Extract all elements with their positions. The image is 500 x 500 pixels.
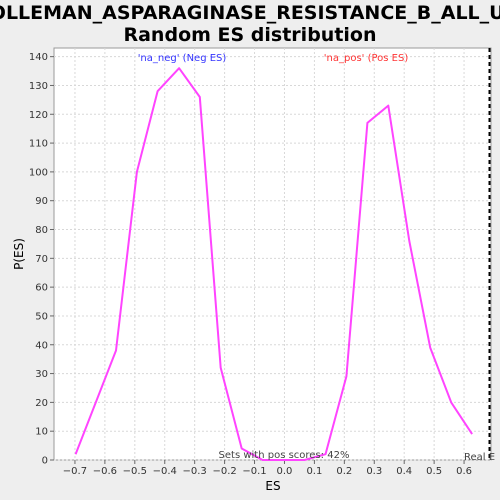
- y-tick-label: 30: [35, 369, 48, 380]
- y-tick-label: 10: [35, 427, 48, 438]
- y-tick-label: 50: [35, 311, 48, 322]
- y-tick-label: 90: [35, 196, 48, 207]
- x-tick-label: 0.6: [456, 466, 472, 477]
- x-axis-label: ES: [265, 479, 280, 493]
- x-tick-label: 0.0: [277, 466, 293, 477]
- neg-es-label: 'na_neg' (Neg ES): [138, 53, 227, 64]
- x-tick-label: 0.4: [396, 466, 412, 477]
- y-tick-label: 110: [29, 139, 48, 150]
- y-tick-label: 100: [29, 167, 48, 178]
- chart-title-line2: Random ES distribution: [123, 24, 376, 46]
- y-axis-ticks: 0 10 20 30 40 50 60 70 80 90 100 110 120 130 140: [29, 52, 54, 467]
- y-tick-label: 20: [35, 398, 48, 409]
- pos-es-label: 'na_pos' (Pos ES): [324, 53, 409, 64]
- real-es-label: Real E: [464, 452, 495, 463]
- series-layer: [74, 67, 473, 461]
- y-tick-label: 140: [29, 52, 48, 63]
- sets-pos-scores-label: Sets with pos scores: 42%: [219, 450, 350, 461]
- x-tick-label: −0.2: [212, 466, 236, 477]
- x-tick-label: −0.5: [123, 466, 147, 477]
- x-tick-label: −0.3: [183, 466, 207, 477]
- x-tick-label: 0.1: [306, 466, 322, 477]
- chart-title-line1: HOLLEMAN_ASPARAGINASE_RESISTANCE_B_ALL_U…: [0, 2, 500, 24]
- y-tick-label: 70: [35, 254, 48, 265]
- plot-area: [53, 47, 492, 461]
- y-tick-label: 40: [35, 340, 48, 351]
- y-tick-label: 130: [29, 81, 48, 92]
- x-tick-label: −0.7: [63, 466, 87, 477]
- x-tick-label: 0.3: [366, 466, 382, 477]
- x-tick-label: 0.2: [336, 466, 352, 477]
- y-tick-label: 60: [35, 283, 48, 294]
- x-tick-label: −0.4: [153, 466, 177, 477]
- x-tick-label: 0.5: [426, 466, 442, 477]
- x-tick-label: −0.1: [242, 466, 266, 477]
- es-distribution-line: [74, 67, 473, 461]
- y-tick-label: 0: [42, 456, 48, 467]
- y-tick-label: 80: [35, 225, 48, 236]
- y-axis-label: P(ES): [12, 238, 26, 270]
- y-tick-label: 120: [29, 110, 48, 121]
- x-axis-ticks: −0.7 −0.6 −0.5 −0.4 −0.3 −0.2 −0.1 0.0 0.1 0.2 0.3…: [63, 460, 472, 477]
- x-tick-label: −0.6: [93, 466, 117, 477]
